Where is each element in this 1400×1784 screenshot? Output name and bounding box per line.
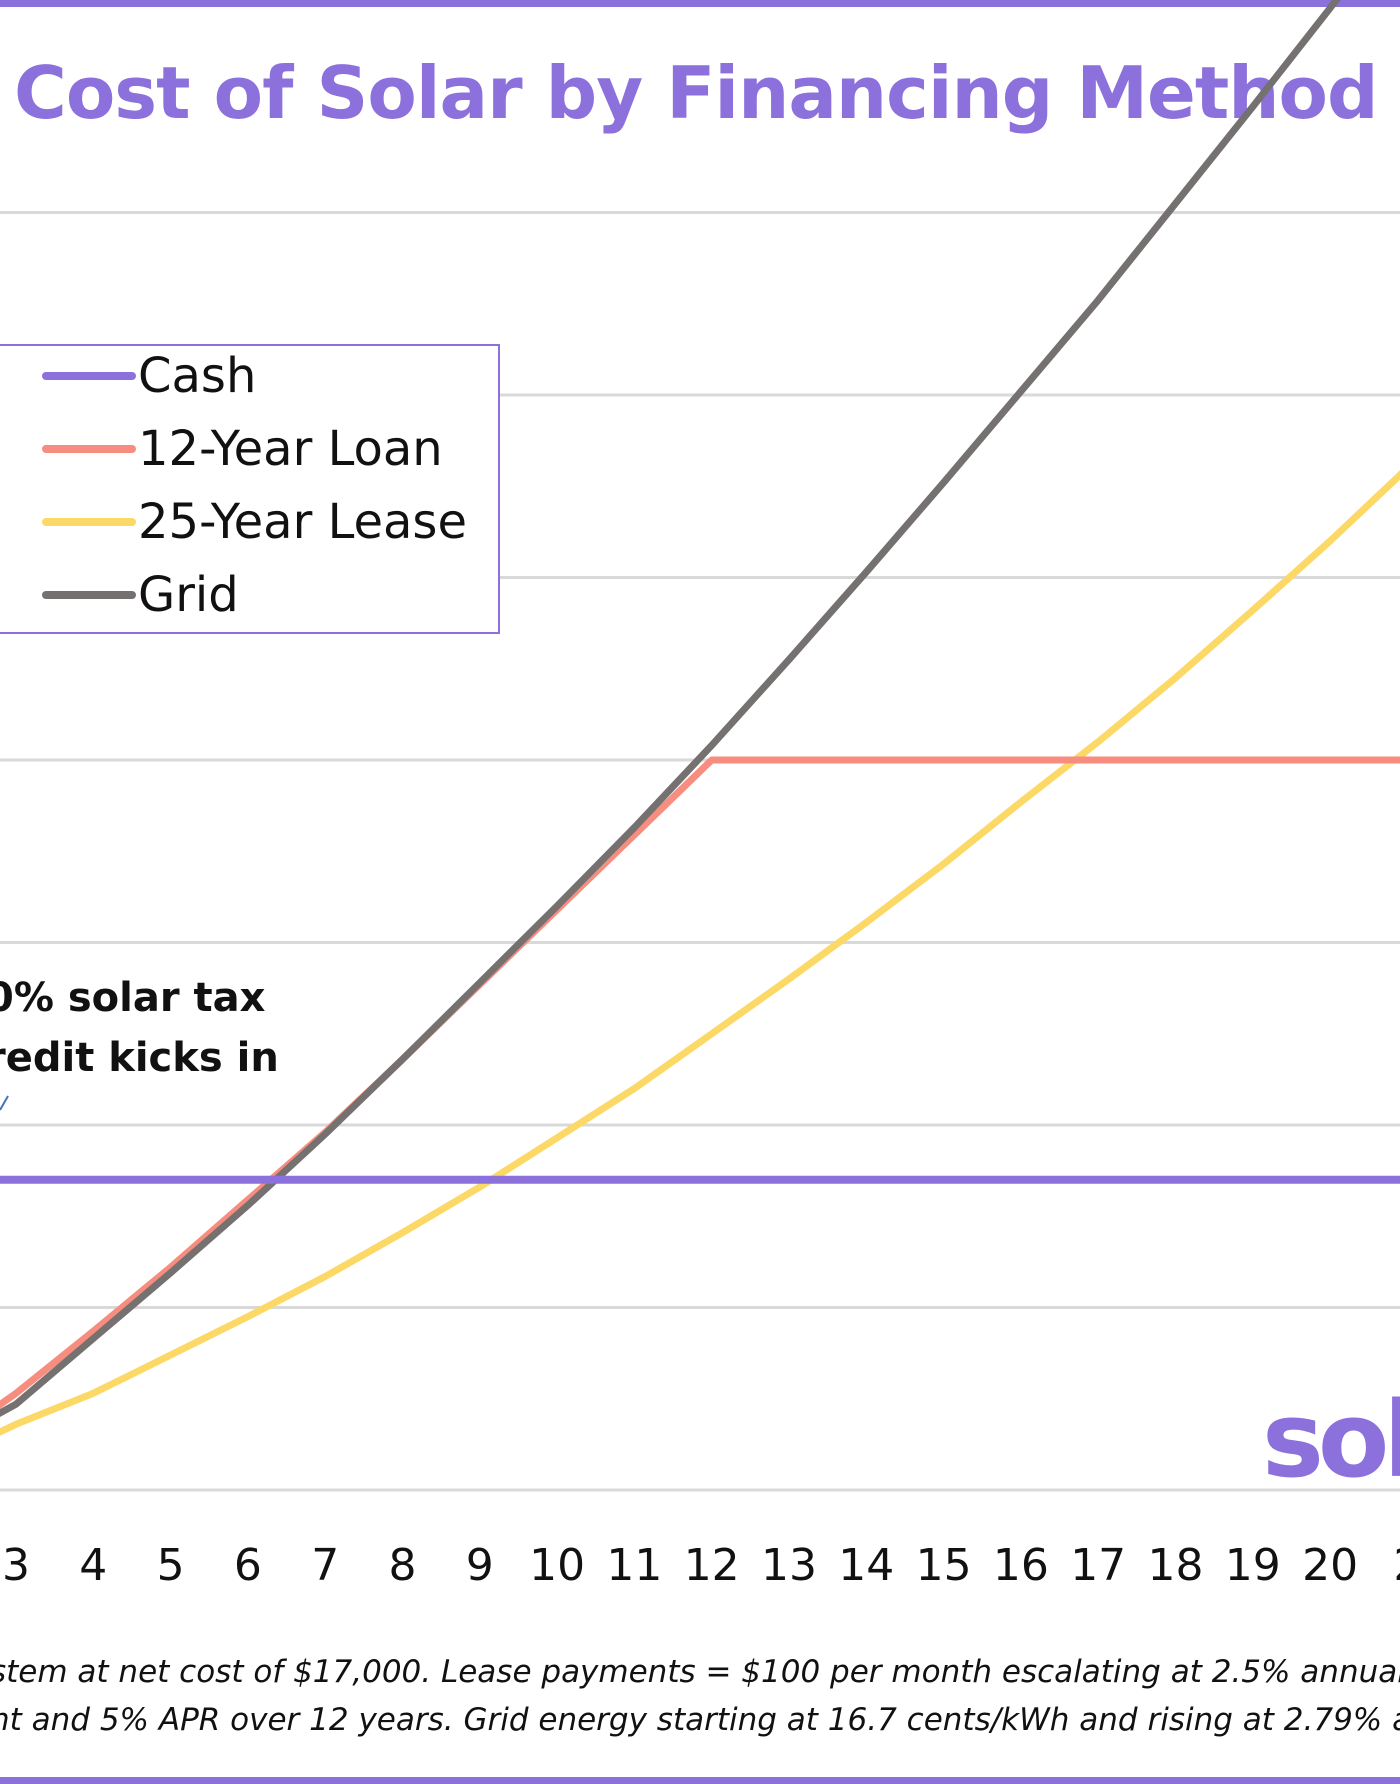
x-tick-label: 7 (311, 1540, 339, 1591)
x-tick-label: 13 (761, 1540, 817, 1591)
annotation-line-2: redit kicks in (0, 1035, 279, 1081)
x-tick-label: 16 (993, 1540, 1049, 1591)
legend-swatch-lease (42, 518, 136, 526)
x-tick-label: 20 (1302, 1540, 1358, 1591)
series-layer (0, 0, 1400, 1436)
legend-item-loan: 12-Year Loan (42, 419, 443, 479)
series-line-lease (0, 470, 1400, 1436)
chart-title: Cost of Solar by Financing Method (14, 51, 1379, 135)
x-tick-label: 11 (606, 1540, 662, 1591)
legend-label-loan: 12-Year Loan (138, 421, 443, 477)
x-tick-label: 10 (529, 1540, 585, 1591)
legend-swatch-cash (42, 372, 136, 380)
x-tick-label: 3 (2, 1540, 30, 1591)
bottom-border (0, 1777, 1400, 1784)
legend-swatch-loan (42, 445, 136, 453)
chart-footnote: stem at net cost of $17,000. Lease payme… (0, 1648, 1400, 1744)
annotation-line-1: 0% solar tax (0, 975, 266, 1021)
x-tick-label: 9 (466, 1540, 494, 1591)
legend-item-grid: Grid (42, 565, 239, 625)
x-tick-label: 15 (916, 1540, 972, 1591)
x-tick-label: 12 (684, 1540, 740, 1591)
x-tick-label: 5 (157, 1540, 185, 1591)
chart-legend: Cash 12-Year Loan 25-Year Lease Grid (0, 344, 500, 634)
legend-item-cash: Cash (42, 346, 256, 406)
legend-swatch-grid (42, 591, 136, 599)
tax-credit-annotation: 0% solar tax redit kicks in (0, 968, 279, 1088)
x-tick-label: 19 (1225, 1540, 1281, 1591)
series-line-grid (0, 0, 1341, 1418)
legend-item-lease: 25-Year Lease (42, 492, 467, 552)
x-tick-label: 18 (1148, 1540, 1204, 1591)
legend-label-lease: 25-Year Lease (138, 494, 467, 550)
x-tick-label: 4 (79, 1540, 107, 1591)
x-tick-label: 2 (1393, 1540, 1400, 1591)
top-border (0, 0, 1400, 7)
brand-logo: sol (1262, 1379, 1400, 1501)
annotation-arrow (0, 1095, 9, 1111)
legend-label-cash: Cash (138, 348, 257, 404)
x-tick-label: 17 (1070, 1540, 1126, 1591)
x-tick-label: 8 (389, 1540, 417, 1591)
legend-label-grid: Grid (138, 567, 239, 623)
footnote-line-1: stem at net cost of $17,000. Lease payme… (0, 1654, 1400, 1690)
x-tick-label: 6 (234, 1540, 262, 1591)
x-tick-label: 14 (838, 1540, 894, 1591)
annotation-arrow-layer (0, 1095, 9, 1111)
footnote-line-2: nt and 5% APR over 12 years. Grid energy… (0, 1702, 1400, 1738)
